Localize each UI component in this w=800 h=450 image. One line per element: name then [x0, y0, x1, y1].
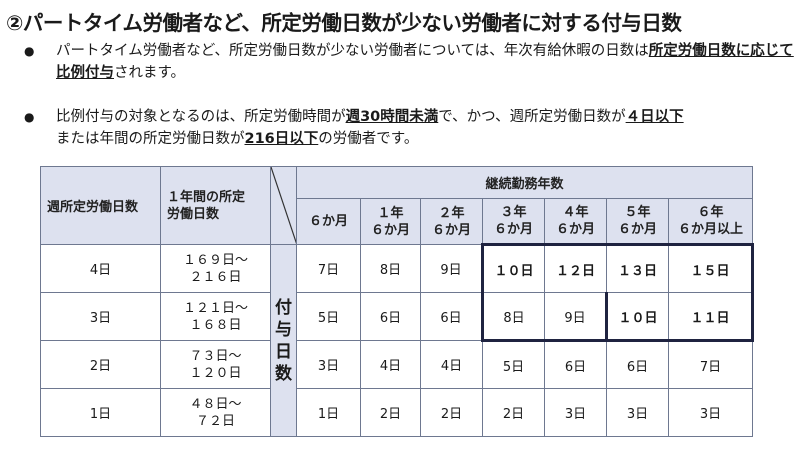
bullet-text-emphasis: 所定労働日数に応じて比例付与: [56, 43, 794, 81]
grant-days-cell: 6日: [606, 340, 669, 389]
grant-days-cell: １１日: [667, 292, 755, 342]
grant-days-cell: 1日: [296, 388, 361, 437]
grant-days-cell: 6日: [420, 292, 483, 341]
header-year-line: ３年: [500, 205, 527, 220]
annual-days-cell: １６９日～ ２１６日: [160, 244, 271, 293]
grant-days-cell: １０日: [481, 243, 545, 293]
header-year-4: ４年 ６か月: [544, 198, 607, 245]
side-label-char: 与: [275, 319, 292, 340]
annual-days-from: １２１日～: [182, 300, 248, 316]
annual-days-cell: ４８日～ ７２日: [160, 388, 271, 437]
bullet-text-emphasis-annual: 216日以下: [244, 131, 319, 147]
grant-days-cell: 2日: [420, 388, 483, 437]
grant-days-cell: 6日: [360, 292, 421, 341]
bullet-text-emphasis-hours: 週30時間未満: [345, 109, 439, 125]
table-row: 4日 １６９日～ ２１６日付与日数 7日 8日 9日 １０日 １２日 １３日 １５日: [40, 243, 755, 437]
grant-days-cell: １５日: [667, 243, 755, 293]
bullet-text-post: されます。: [114, 65, 186, 81]
annual-days-from: ４８日～: [189, 396, 242, 412]
grant-days-cell: １３日: [606, 243, 669, 293]
header-year-line: ６か月: [493, 222, 533, 237]
grant-days-cell: 9日: [420, 244, 483, 293]
header-weekly-days: 週所定労働日数: [40, 166, 161, 245]
header-year-1: １年 ６か月: [360, 198, 421, 245]
header-year-5: ５年 ６か月: [606, 198, 669, 245]
grant-days-cell: 5日: [482, 340, 545, 389]
bullet-text: パートタイム労働者など、所定労働日数が少ない労働者については、年次有給休暇の日数…: [56, 40, 796, 84]
side-label-char: 数: [275, 363, 292, 384]
grant-days-cell: 8日: [481, 292, 545, 342]
bullet-text: 比例付与の対象となるのは、所定労働時間が週30時間未満で、かつ、週所定労働日数が…: [56, 106, 796, 150]
header-year-line: ６年: [697, 205, 724, 220]
annual-days-cell: ７３日～ １２０日: [160, 340, 271, 389]
header-year-line: ６か月: [617, 222, 657, 237]
bullet-text-emphasis-days: ４日以下: [625, 109, 684, 125]
header-year-0: ６か月: [296, 198, 361, 245]
header-diagonal-cell: [270, 166, 297, 245]
header-year-line: ５年: [624, 205, 651, 220]
weekly-days-cell: 4日: [40, 244, 161, 293]
grant-days-cell: 2日: [360, 388, 421, 437]
header-year-line: ６か月: [431, 222, 471, 238]
header-annual-line2: 労働日数: [167, 206, 220, 222]
bullet-text-mid: で、かつ、週所定労働日数が: [438, 109, 626, 125]
side-label-char: 付: [275, 297, 292, 318]
diagonal-line: [271, 167, 296, 243]
grant-days-table: 週所定労働日数 １年間の所定 労働日数 継続勤務年数 ６か月 １年 ６か月 ２年 ６か月 ３…: [40, 166, 755, 437]
bullet-dot-icon: ●: [24, 110, 35, 124]
page-title: ②パートタイム労働者など、所定労働日数が少ない労働者に対する付与日数: [6, 11, 682, 35]
grant-days-cell: 7日: [296, 244, 361, 293]
header-year-line: ４年: [562, 205, 589, 220]
bullet-text-post: の労働者です。: [318, 131, 419, 147]
annual-days-from: １６９日～: [182, 252, 248, 268]
bullet-text-pre: パートタイム労働者など、所定労働日数が少ない労働者については、年次有給休暇の日数…: [56, 43, 649, 59]
grant-days-cell: 2日: [482, 388, 545, 437]
header-year-line: ２年: [438, 205, 465, 221]
grant-days-cell: 3日: [296, 340, 361, 389]
header-year-3: ３年 ６か月: [482, 198, 545, 245]
grant-days-cell: 4日: [360, 340, 421, 389]
grant-days-cell: 3日: [544, 388, 607, 437]
bullet-dot-icon: ●: [24, 44, 35, 58]
table-row: 1日 ４８日～ ７２日 1日 2日 2日 2日 3日 3日 3日: [40, 388, 754, 437]
header-year-line: ６か月: [555, 222, 595, 237]
grant-days-cell: 3日: [667, 388, 754, 437]
grant-days-cell: 9日: [544, 292, 607, 342]
grant-days-side-label: 付与日数: [270, 244, 297, 437]
header-year-line: ６か月: [370, 222, 410, 238]
grant-days-cell: １２日: [544, 243, 607, 293]
grant-days-cell: 6日: [544, 340, 607, 389]
weekly-days-cell: 3日: [40, 292, 161, 341]
bullet-text-pre: 比例付与の対象となるのは、所定労働時間が: [56, 109, 346, 125]
header-annual-line1: １年間の所定: [167, 189, 246, 205]
grant-days-cell: 4日: [420, 340, 483, 389]
annual-days-cell: １２１日～ １６８日: [160, 292, 271, 341]
grant-days-cell: 5日: [296, 292, 361, 341]
grant-days-cell: 3日: [606, 388, 669, 437]
side-label-char: 日: [275, 341, 292, 362]
table-row: 3日 １２１日～ １６８日 5日 6日 6日 8日 9日 １０日 １１日: [40, 292, 755, 342]
grant-days-cell: 8日: [360, 244, 421, 293]
weekly-days-cell: 2日: [40, 340, 161, 389]
annual-days-from: ７３日～: [189, 348, 242, 364]
header-continuous-service: 継続勤務年数: [295, 166, 754, 199]
weekly-days-cell: 1日: [40, 388, 161, 437]
header-year-2: ２年 ６か月: [420, 198, 483, 245]
table-row: 2日 ７３日～ １２０日 3日 4日 4日 5日 6日 6日 7日: [40, 340, 754, 389]
grant-days-cell: 7日: [667, 340, 754, 389]
header-year-6: ６年 ６か月以上: [667, 198, 754, 245]
header-annual-days: １年間の所定 労働日数: [160, 166, 271, 245]
header-year-line: １年: [377, 205, 404, 221]
annual-days-to: １６８日: [189, 317, 242, 333]
grant-days-cell: １０日: [605, 292, 669, 342]
annual-days-to: ７２日: [195, 413, 235, 429]
header-year-line: ６か月: [308, 214, 348, 229]
annual-days-to: １２０日: [189, 365, 242, 381]
annual-days-to: ２１６日: [189, 269, 242, 285]
bullet-text-mid2: または年間の所定労働日数が: [56, 131, 245, 147]
header-year-line: ６か月以上: [678, 222, 744, 237]
